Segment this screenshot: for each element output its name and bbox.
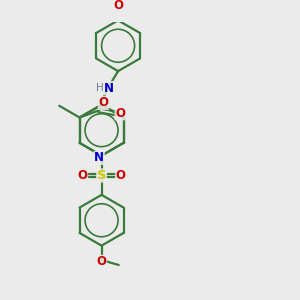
Text: N: N	[104, 82, 114, 94]
Text: H: H	[96, 83, 104, 93]
Text: O: O	[98, 97, 108, 110]
Text: O: O	[116, 169, 126, 182]
Text: S: S	[97, 169, 106, 182]
Text: N: N	[94, 152, 104, 164]
Text: O: O	[77, 169, 88, 182]
Text: O: O	[97, 255, 106, 268]
Text: O: O	[113, 0, 123, 12]
Text: O: O	[115, 107, 125, 120]
